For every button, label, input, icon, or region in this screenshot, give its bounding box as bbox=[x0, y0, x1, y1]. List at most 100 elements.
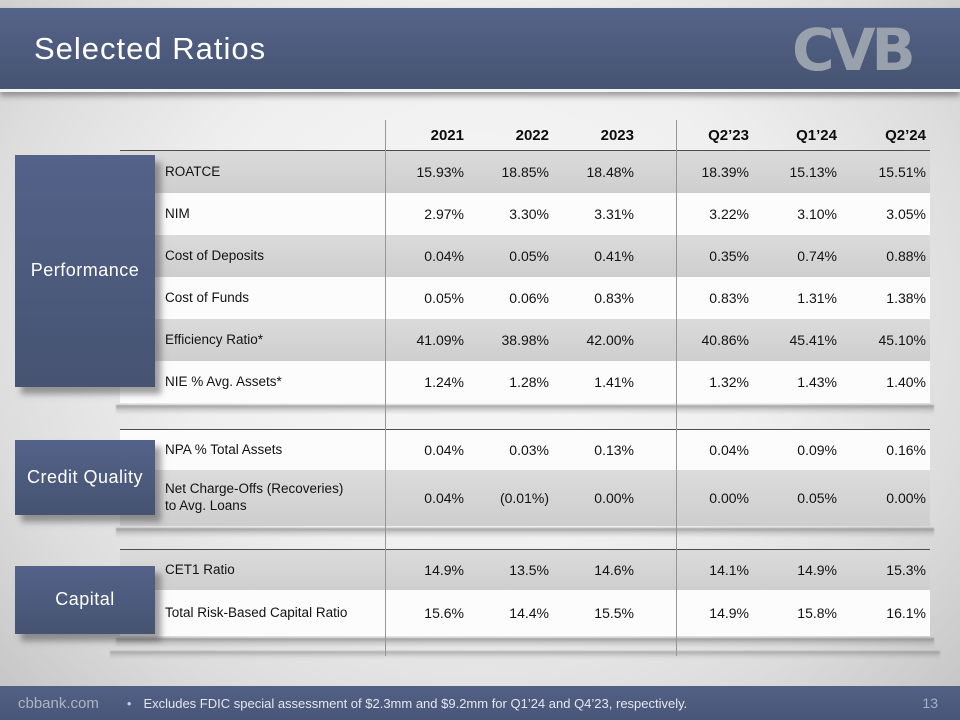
cell: 3.22% bbox=[709, 206, 749, 222]
section-performance-rows: ROATCE 15.93% 18.85% 18.48% 18.39% 15.13… bbox=[120, 150, 930, 403]
page-title: Selected Ratios bbox=[34, 30, 267, 66]
cell: 14.6% bbox=[594, 562, 634, 578]
col-header-2021: 2021 bbox=[430, 126, 464, 144]
cell: 0.83% bbox=[709, 290, 749, 306]
cell: 1.28% bbox=[509, 374, 549, 390]
cell: 0.05% bbox=[424, 290, 464, 306]
table-row-net-charge-offs: Net Charge-Offs (Recoveries) to Avg. Loa… bbox=[120, 470, 930, 526]
cell: 15.6% bbox=[424, 605, 464, 621]
row-label: Efficiency Ratio* bbox=[165, 331, 264, 347]
section-shadow bbox=[116, 638, 934, 647]
table-row-nie-avg-assets: NIE % Avg. Assets* 1.24% 1.28% 1.41% 1.3… bbox=[120, 361, 930, 403]
table-row-cost-of-funds: Cost of Funds 0.05% 0.06% 0.83% 0.83% 1.… bbox=[120, 277, 930, 319]
cell: 0.13% bbox=[594, 442, 634, 458]
cell: 18.39% bbox=[701, 164, 749, 180]
section-label-text: Capital bbox=[55, 589, 115, 610]
cell: 1.24% bbox=[424, 374, 464, 390]
cell: 0.05% bbox=[509, 248, 549, 264]
cell: 0.04% bbox=[424, 442, 464, 458]
table-row-total-risk-based: Total Risk-Based Capital Ratio 15.6% 14.… bbox=[120, 590, 930, 636]
cell: (0.01%) bbox=[499, 490, 549, 506]
cell: 0.16% bbox=[886, 442, 926, 458]
cell: 45.41% bbox=[789, 332, 837, 348]
table-row-roatce: ROATCE 15.93% 18.85% 18.48% 18.39% 15.13… bbox=[120, 151, 930, 193]
cell: 0.05% bbox=[797, 490, 837, 506]
cell: 18.85% bbox=[501, 164, 549, 180]
table-divider-annual-quarterly bbox=[676, 120, 677, 656]
section-label-text: Credit Quality bbox=[26, 466, 144, 487]
row-label: NIM bbox=[165, 205, 190, 221]
col-header-q2-24: Q2’24 bbox=[885, 126, 926, 144]
row-label: NPA % Total Assets bbox=[165, 441, 283, 457]
cell: 0.00% bbox=[594, 490, 634, 506]
title-banner: Selected Ratios CVB bbox=[0, 8, 960, 92]
table-row-npa: NPA % Total Assets 0.04% 0.03% 0.13% 0.0… bbox=[120, 430, 930, 470]
cell: 0.04% bbox=[424, 490, 464, 506]
cell: 0.09% bbox=[797, 442, 837, 458]
section-label-credit-quality: Credit Quality bbox=[15, 440, 155, 515]
cell: 0.00% bbox=[886, 490, 926, 506]
website-text: cbbank.com bbox=[18, 694, 99, 712]
cell: 45.10% bbox=[878, 332, 926, 348]
cvb-logo-icon: CVB bbox=[792, 20, 916, 82]
section-label-performance: Performance bbox=[15, 155, 155, 387]
row-label: CET1 Ratio bbox=[165, 561, 235, 577]
table-bottom-shadow bbox=[110, 651, 940, 659]
cell: 13.5% bbox=[509, 562, 549, 578]
cell: 0.88% bbox=[886, 248, 926, 264]
cell: 0.83% bbox=[594, 290, 634, 306]
footnote-bullet: • bbox=[126, 695, 132, 711]
section-credit-quality-rows: NPA % Total Assets 0.04% 0.03% 0.13% 0.0… bbox=[120, 429, 930, 526]
cell: 1.43% bbox=[797, 374, 837, 390]
cell: 0.35% bbox=[709, 248, 749, 264]
col-header-q2-23: Q2’23 bbox=[708, 126, 749, 144]
cell: 16.1% bbox=[886, 605, 926, 621]
table-row-nim: NIM 2.97% 3.30% 3.31% 3.22% 3.10% 3.05% bbox=[120, 193, 930, 235]
cell: 1.31% bbox=[797, 290, 837, 306]
table-row-cet1: CET1 Ratio 14.9% 13.5% 14.6% 14.1% 14.9%… bbox=[120, 550, 930, 590]
footer-bar: cbbank.com • Excludes FDIC special asses… bbox=[0, 686, 960, 720]
cell: 2.97% bbox=[424, 206, 464, 222]
cell: 14.9% bbox=[424, 562, 464, 578]
cell: 0.41% bbox=[594, 248, 634, 264]
col-header-2023: 2023 bbox=[600, 126, 634, 144]
cell: 15.93% bbox=[416, 164, 464, 180]
row-label: Cost of Funds bbox=[165, 289, 250, 305]
cell: 18.48% bbox=[586, 164, 634, 180]
section-label-capital: Capital bbox=[15, 566, 155, 634]
cell: 0.03% bbox=[509, 442, 549, 458]
cell: 0.06% bbox=[509, 290, 549, 306]
cell: 3.05% bbox=[886, 206, 926, 222]
cell: 0.04% bbox=[424, 248, 464, 264]
cell: 0.00% bbox=[709, 490, 749, 506]
cell: 14.4% bbox=[509, 605, 549, 621]
cell: 0.74% bbox=[797, 248, 837, 264]
cell: 3.10% bbox=[797, 206, 837, 222]
row-label: Net Charge-Offs (Recoveries) to Avg. Loa… bbox=[165, 481, 344, 513]
footnote-text: Excludes FDIC special assessment of $2.3… bbox=[143, 695, 688, 711]
table-row-cost-of-deposits: Cost of Deposits 0.04% 0.05% 0.41% 0.35%… bbox=[120, 235, 930, 277]
cell: 15.13% bbox=[789, 164, 837, 180]
col-header-2022: 2022 bbox=[515, 126, 549, 144]
cell: 0.04% bbox=[709, 442, 749, 458]
footnote: • Excludes FDIC special assessment of $2… bbox=[127, 696, 687, 711]
section-shadow bbox=[116, 528, 934, 537]
section-capital-rows: CET1 Ratio 14.9% 13.5% 14.6% 14.1% 14.9%… bbox=[120, 549, 930, 636]
cell: 38.98% bbox=[501, 332, 549, 348]
cell: 3.31% bbox=[594, 206, 634, 222]
table-divider-left bbox=[385, 120, 386, 656]
cvb-logo-text: CVB bbox=[792, 20, 912, 82]
cell: 42.00% bbox=[586, 332, 634, 348]
cell: 1.38% bbox=[886, 290, 926, 306]
cell: 40.86% bbox=[701, 332, 749, 348]
col-header-q1-24: Q1’24 bbox=[796, 126, 837, 144]
row-label: ROATCE bbox=[165, 163, 221, 179]
cell: 14.1% bbox=[709, 562, 749, 578]
cell: 15.51% bbox=[878, 164, 926, 180]
table-header-row: 2021 2022 2023 Q2’23 Q1’24 Q2’24 bbox=[120, 120, 930, 150]
cell: 1.32% bbox=[709, 374, 749, 390]
page-number: 13 bbox=[922, 695, 938, 711]
cell: 1.40% bbox=[886, 374, 926, 390]
table-row-efficiency-ratio: Efficiency Ratio* 41.09% 38.98% 42.00% 4… bbox=[120, 319, 930, 361]
